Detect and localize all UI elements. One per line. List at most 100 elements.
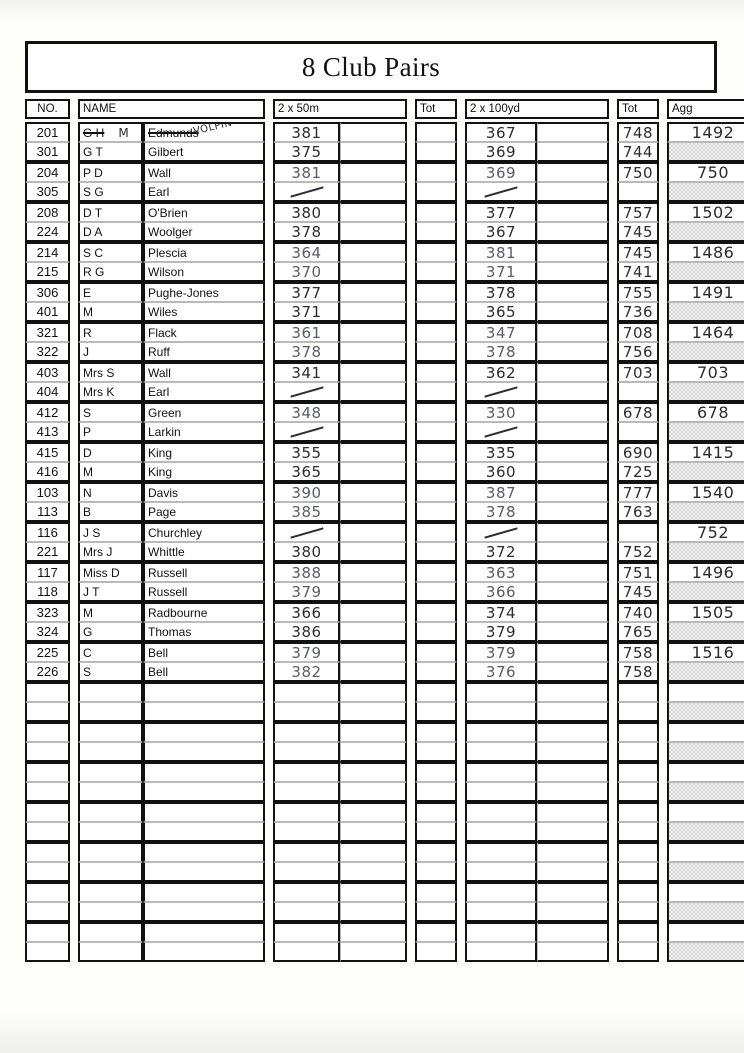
score-50m-empty[interactable] [273, 702, 340, 722]
score-100yd-blank[interactable] [537, 902, 609, 922]
score-50m-value[interactable]: 381 [273, 122, 340, 142]
score-50m-value[interactable]: 371 [273, 302, 340, 322]
competitor-initials-empty[interactable] [78, 942, 143, 962]
competitor-number[interactable]: 401 [25, 302, 70, 322]
competitor-initials[interactable]: N [78, 482, 143, 502]
score-100yd-blank[interactable] [537, 582, 609, 602]
total-50m-blank[interactable] [415, 222, 457, 242]
score-50m-value[interactable] [273, 382, 340, 402]
score-100yd-value[interactable] [465, 382, 537, 402]
score-50m-blank[interactable] [340, 422, 407, 442]
aggregate-shaded[interactable] [667, 702, 744, 722]
competitor-number[interactable]: 324 [25, 622, 70, 642]
competitor-initials-empty[interactable] [78, 902, 143, 922]
competitor-surname-empty[interactable] [143, 802, 265, 822]
aggregate-shaded[interactable] [667, 582, 744, 602]
competitor-initials-empty[interactable] [78, 802, 143, 822]
aggregate-shaded[interactable] [667, 542, 744, 562]
total-value[interactable]: 744 [617, 142, 659, 162]
competitor-number-empty[interactable] [25, 722, 70, 742]
competitor-number-empty[interactable] [25, 842, 70, 862]
score-100yd-blank[interactable] [537, 862, 609, 882]
total-empty[interactable] [617, 802, 659, 822]
score-50m-blank[interactable] [340, 602, 407, 622]
score-50m-empty[interactable] [273, 842, 340, 862]
score-100yd-value[interactable]: 381 [465, 242, 537, 262]
total-50m-blank[interactable] [415, 502, 457, 522]
competitor-number-empty[interactable] [25, 682, 70, 702]
total-value[interactable]: 752 [617, 542, 659, 562]
score-100yd-value[interactable]: 374 [465, 602, 537, 622]
score-50m-empty[interactable] [273, 862, 340, 882]
total-50m-blank[interactable] [415, 162, 457, 182]
total-50m-blank[interactable] [415, 262, 457, 282]
score-100yd-value[interactable]: 369 [465, 162, 537, 182]
total-50m-blank[interactable] [415, 142, 457, 162]
total-50m-blank[interactable] [415, 242, 457, 262]
score-100yd-blank[interactable] [537, 562, 609, 582]
score-50m-empty[interactable] [273, 742, 340, 762]
score-50m-value[interactable]: 388 [273, 562, 340, 582]
score-50m-blank[interactable] [340, 482, 407, 502]
aggregate-shaded[interactable] [667, 462, 744, 482]
score-50m-blank[interactable] [340, 882, 407, 902]
score-100yd-blank[interactable] [537, 202, 609, 222]
competitor-initials-empty[interactable] [78, 722, 143, 742]
score-50m-value[interactable]: 386 [273, 622, 340, 642]
score-50m-blank[interactable] [340, 322, 407, 342]
competitor-initials[interactable]: J [78, 342, 143, 362]
score-50m-blank[interactable] [340, 542, 407, 562]
score-100yd-blank[interactable] [537, 322, 609, 342]
total-empty[interactable] [617, 862, 659, 882]
competitor-initials[interactable]: C [78, 642, 143, 662]
score-100yd-blank[interactable] [537, 502, 609, 522]
total-value[interactable]: 745 [617, 242, 659, 262]
total-50m-blank[interactable] [415, 362, 457, 382]
competitor-surname[interactable]: Whittle [143, 542, 265, 562]
score-50m-blank[interactable] [340, 402, 407, 422]
total-value[interactable]: 755 [617, 282, 659, 302]
competitor-initials[interactable]: M [78, 602, 143, 622]
competitor-number[interactable]: 403 [25, 362, 70, 382]
score-100yd-blank[interactable] [537, 482, 609, 502]
competitor-surname-empty[interactable] [143, 822, 265, 842]
aggregate-empty[interactable] [667, 682, 744, 702]
score-50m-value[interactable]: 370 [273, 262, 340, 282]
score-100yd-blank[interactable] [537, 402, 609, 422]
competitor-initials[interactable]: G T [78, 142, 143, 162]
competitor-surname-empty[interactable] [143, 902, 265, 922]
competitor-surname[interactable]: King [143, 462, 265, 482]
score-100yd-blank[interactable] [537, 462, 609, 482]
competitor-number[interactable]: 116 [25, 522, 70, 542]
competitor-surname[interactable]: Edmunds VOLPIN [143, 122, 265, 142]
competitor-initials-empty[interactable] [78, 882, 143, 902]
score-50m-blank[interactable] [340, 362, 407, 382]
score-50m-blank[interactable] [340, 222, 407, 242]
score-50m-blank[interactable] [340, 462, 407, 482]
competitor-number[interactable]: 113 [25, 502, 70, 522]
competitor-number[interactable]: 214 [25, 242, 70, 262]
competitor-initials[interactable]: M [78, 462, 143, 482]
aggregate-shaded[interactable] [667, 822, 744, 842]
total-empty[interactable] [617, 922, 659, 942]
total-empty[interactable] [617, 942, 659, 962]
total-empty[interactable] [617, 782, 659, 802]
score-50m-blank[interactable] [340, 342, 407, 362]
score-100yd-blank[interactable] [537, 162, 609, 182]
aggregate-value[interactable]: 678 [667, 402, 744, 422]
score-50m-blank[interactable] [340, 522, 407, 542]
score-50m-blank[interactable] [340, 282, 407, 302]
score-50m-value[interactable]: 378 [273, 342, 340, 362]
score-100yd-empty[interactable] [465, 722, 537, 742]
score-50m-empty[interactable] [273, 782, 340, 802]
score-50m-empty[interactable] [273, 902, 340, 922]
aggregate-value[interactable]: 1496 [667, 562, 744, 582]
score-100yd-value[interactable]: 379 [465, 642, 537, 662]
total-50m-blank[interactable] [415, 942, 457, 962]
competitor-surname-empty[interactable] [143, 882, 265, 902]
competitor-surname[interactable]: Russell [143, 582, 265, 602]
score-50m-value[interactable]: 382 [273, 662, 340, 682]
competitor-surname[interactable]: Wiles [143, 302, 265, 322]
score-100yd-empty[interactable] [465, 742, 537, 762]
score-50m-blank[interactable] [340, 302, 407, 322]
